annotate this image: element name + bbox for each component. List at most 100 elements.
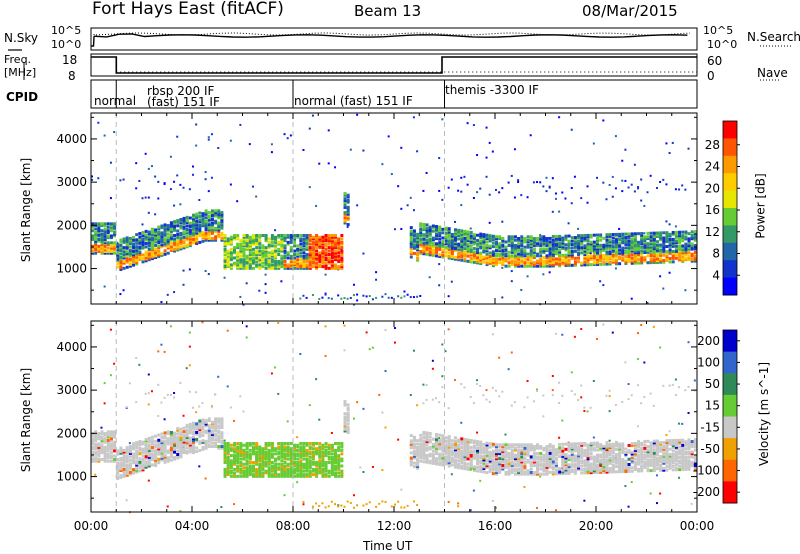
echo-cell xyxy=(479,236,483,240)
echo-cell xyxy=(589,233,593,237)
echo-cell xyxy=(482,250,486,254)
echo-cell xyxy=(684,258,688,262)
echo-cell xyxy=(204,422,208,426)
scatter-cell xyxy=(113,362,116,365)
echo-cell xyxy=(453,455,457,459)
echo-cell xyxy=(147,237,151,241)
echo-cell xyxy=(122,474,126,478)
echo-cell xyxy=(529,235,533,239)
echo-cell xyxy=(491,461,495,465)
echo-cell xyxy=(198,435,202,439)
echo-cell xyxy=(229,469,233,473)
echo-cell xyxy=(577,456,581,460)
echo-cell xyxy=(485,261,489,265)
scatter-cell xyxy=(283,494,286,497)
echo-cell xyxy=(422,247,426,251)
echo-cell xyxy=(138,460,142,464)
scatter-cell xyxy=(362,407,365,410)
echo-cell xyxy=(659,252,663,256)
echo-cell xyxy=(545,448,549,452)
echo-cell xyxy=(334,441,338,445)
echo-cell xyxy=(100,447,104,451)
scatter-cell xyxy=(643,232,646,235)
echo-cell xyxy=(532,457,536,461)
scatter-cell xyxy=(169,325,172,328)
echo-cell xyxy=(188,427,192,431)
scatter-cell xyxy=(109,197,112,200)
echo-cell xyxy=(485,458,489,462)
echo-cell xyxy=(223,452,227,456)
echo-cell xyxy=(425,233,429,237)
echo-cell xyxy=(138,257,142,261)
echo-cell xyxy=(97,222,101,226)
echo-cell xyxy=(293,471,296,475)
near-range-cell xyxy=(324,293,327,296)
echo-cell xyxy=(548,259,552,263)
echo-cell xyxy=(233,457,237,461)
echo-cell xyxy=(280,261,284,265)
echo-cell xyxy=(466,249,470,253)
echo-cell xyxy=(507,446,511,450)
echo-cell xyxy=(520,243,524,247)
echo-cell xyxy=(640,256,644,260)
echo-cell xyxy=(554,448,558,452)
echo-cell xyxy=(526,445,530,449)
echo-cell xyxy=(141,241,145,245)
echo-cell xyxy=(267,261,271,265)
echo-cell xyxy=(435,242,439,246)
echo-cell xyxy=(217,226,221,230)
echo-cell xyxy=(627,256,631,260)
echo-cell xyxy=(233,462,237,466)
echo-cell xyxy=(441,236,445,240)
scatter-cell xyxy=(614,267,617,270)
echo-cell xyxy=(125,463,129,467)
echo-cell xyxy=(109,442,113,446)
echo-cell xyxy=(157,450,161,454)
scatter-cell xyxy=(526,275,529,278)
scatter-cell xyxy=(687,147,690,150)
echo-cell xyxy=(144,446,148,450)
echo-cell xyxy=(542,235,546,239)
echo-cell xyxy=(122,239,126,243)
scatter-cell xyxy=(441,343,444,346)
echo-cell xyxy=(665,236,669,240)
echo-cell xyxy=(220,216,224,220)
echo-cell xyxy=(671,253,675,257)
echo-cell xyxy=(207,438,211,442)
echo-cell xyxy=(188,441,192,445)
echo-cell xyxy=(267,452,271,456)
echo-cell xyxy=(220,419,224,423)
echo-cell xyxy=(554,472,558,476)
echo-cell xyxy=(561,246,565,250)
echo-cell xyxy=(343,415,347,419)
echo-cell xyxy=(567,454,571,458)
echo-cell xyxy=(548,457,552,461)
echo-cell xyxy=(469,452,473,456)
echo-cell xyxy=(665,232,669,236)
echo-cell xyxy=(138,235,142,239)
echo-cell xyxy=(416,454,420,458)
scatter-cell xyxy=(239,123,242,126)
echo-cell xyxy=(210,237,214,241)
echo-cell xyxy=(198,431,202,435)
echo-cell xyxy=(469,466,473,470)
echo-cell xyxy=(267,462,271,466)
echo-cell xyxy=(334,467,338,471)
nave-tick-top: 60 xyxy=(707,54,723,68)
echo-cell xyxy=(659,257,663,261)
echo-cell xyxy=(163,223,167,227)
echo-cell xyxy=(261,253,265,257)
echo-cell xyxy=(343,417,347,421)
echo-cell xyxy=(558,448,562,452)
echo-cell xyxy=(548,262,552,266)
echo-cell xyxy=(236,450,240,454)
echo-cell xyxy=(567,260,571,264)
echo-cell xyxy=(163,445,167,449)
echo-cell xyxy=(611,258,615,262)
echo-cell xyxy=(217,419,221,423)
echo-cell xyxy=(198,419,202,423)
echo-cell xyxy=(100,248,104,252)
echo-cell xyxy=(188,240,192,244)
echo-cell xyxy=(330,459,334,463)
echo-cell xyxy=(662,248,666,252)
